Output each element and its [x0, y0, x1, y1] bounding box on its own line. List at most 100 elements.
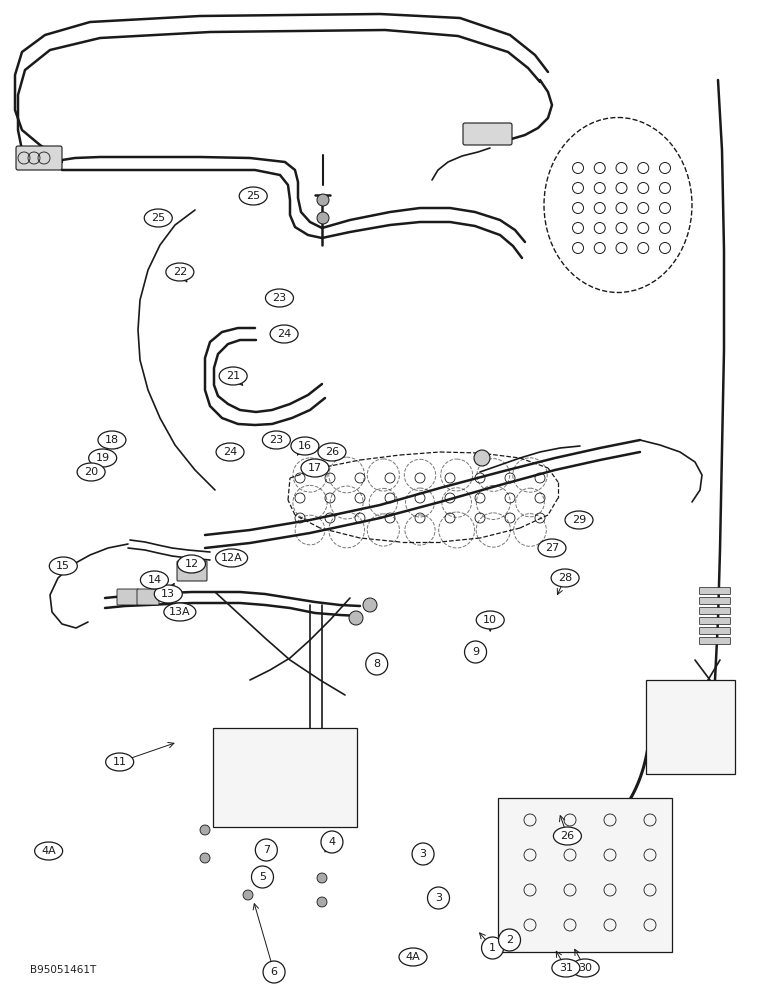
- Text: 28: 28: [558, 573, 572, 583]
- Text: 31: 31: [559, 963, 573, 973]
- Text: 7: 7: [262, 845, 270, 855]
- FancyBboxPatch shape: [213, 728, 357, 827]
- Text: 4: 4: [328, 837, 336, 847]
- Circle shape: [474, 450, 490, 466]
- Circle shape: [363, 598, 377, 612]
- Text: 3: 3: [435, 893, 442, 903]
- Text: 6: 6: [270, 967, 278, 977]
- Circle shape: [252, 866, 273, 888]
- Circle shape: [465, 641, 486, 663]
- Text: 30: 30: [578, 963, 592, 973]
- Text: 24: 24: [223, 447, 237, 457]
- Circle shape: [499, 929, 520, 951]
- Ellipse shape: [552, 959, 580, 977]
- Circle shape: [317, 194, 329, 206]
- Ellipse shape: [98, 431, 126, 449]
- Text: 16: 16: [298, 441, 312, 451]
- Circle shape: [256, 839, 277, 861]
- Ellipse shape: [164, 603, 196, 621]
- FancyBboxPatch shape: [699, 607, 730, 614]
- FancyBboxPatch shape: [463, 123, 512, 145]
- FancyBboxPatch shape: [498, 798, 672, 952]
- Text: 27: 27: [545, 543, 559, 553]
- Ellipse shape: [318, 443, 346, 461]
- Circle shape: [317, 897, 327, 907]
- Text: 19: 19: [96, 453, 110, 463]
- Text: 26: 26: [560, 831, 574, 841]
- Ellipse shape: [270, 325, 298, 343]
- Text: 13: 13: [161, 589, 175, 599]
- Circle shape: [317, 212, 329, 224]
- Circle shape: [482, 937, 503, 959]
- Text: 9: 9: [472, 647, 479, 657]
- Ellipse shape: [154, 585, 182, 603]
- FancyBboxPatch shape: [646, 680, 735, 774]
- Text: 13A: 13A: [169, 607, 191, 617]
- Circle shape: [317, 873, 327, 883]
- Ellipse shape: [538, 539, 566, 557]
- Ellipse shape: [266, 289, 293, 307]
- Ellipse shape: [399, 948, 427, 966]
- Text: 14: 14: [147, 575, 161, 585]
- Ellipse shape: [301, 459, 329, 477]
- FancyBboxPatch shape: [137, 589, 159, 605]
- Ellipse shape: [106, 753, 134, 771]
- Ellipse shape: [178, 555, 205, 573]
- FancyBboxPatch shape: [699, 587, 730, 594]
- Ellipse shape: [166, 263, 194, 281]
- Text: 20: 20: [84, 467, 98, 477]
- Circle shape: [200, 825, 210, 835]
- Text: 17: 17: [308, 463, 322, 473]
- Text: 11: 11: [113, 757, 127, 767]
- Ellipse shape: [215, 549, 248, 567]
- Text: 22: 22: [173, 267, 187, 277]
- Ellipse shape: [216, 443, 244, 461]
- Circle shape: [366, 653, 388, 675]
- FancyBboxPatch shape: [117, 589, 139, 605]
- Ellipse shape: [554, 827, 581, 845]
- Text: 2: 2: [506, 935, 513, 945]
- Text: 4A: 4A: [405, 952, 421, 962]
- Ellipse shape: [262, 431, 290, 449]
- Text: 23: 23: [273, 293, 286, 303]
- Circle shape: [428, 887, 449, 909]
- Circle shape: [263, 961, 285, 983]
- Text: 5: 5: [259, 872, 266, 882]
- Circle shape: [412, 843, 434, 865]
- Ellipse shape: [77, 463, 105, 481]
- FancyBboxPatch shape: [699, 628, 730, 635]
- Text: 1: 1: [489, 943, 496, 953]
- Text: 12: 12: [185, 559, 198, 569]
- Ellipse shape: [219, 367, 247, 385]
- Ellipse shape: [571, 959, 599, 977]
- Text: 26: 26: [325, 447, 339, 457]
- Text: 8: 8: [373, 659, 381, 669]
- Text: 15: 15: [56, 561, 70, 571]
- FancyBboxPatch shape: [16, 146, 62, 170]
- Circle shape: [243, 890, 253, 900]
- Text: 25: 25: [151, 213, 165, 223]
- FancyBboxPatch shape: [177, 561, 207, 581]
- Text: 24: 24: [277, 329, 291, 339]
- Circle shape: [321, 831, 343, 853]
- Ellipse shape: [551, 569, 579, 587]
- Circle shape: [200, 853, 210, 863]
- Ellipse shape: [49, 557, 77, 575]
- Text: 25: 25: [246, 191, 260, 201]
- Ellipse shape: [144, 209, 172, 227]
- Text: 18: 18: [105, 435, 119, 445]
- FancyBboxPatch shape: [699, 638, 730, 645]
- Ellipse shape: [89, 449, 117, 467]
- Circle shape: [349, 611, 363, 625]
- FancyBboxPatch shape: [699, 617, 730, 624]
- Ellipse shape: [141, 571, 168, 589]
- Ellipse shape: [291, 437, 319, 455]
- Text: 21: 21: [226, 371, 240, 381]
- Ellipse shape: [35, 842, 63, 860]
- Text: B95051461T: B95051461T: [30, 965, 96, 975]
- Text: 4A: 4A: [41, 846, 56, 856]
- Text: 12A: 12A: [221, 553, 242, 563]
- Ellipse shape: [565, 511, 593, 529]
- Text: 23: 23: [269, 435, 283, 445]
- Text: 3: 3: [419, 849, 427, 859]
